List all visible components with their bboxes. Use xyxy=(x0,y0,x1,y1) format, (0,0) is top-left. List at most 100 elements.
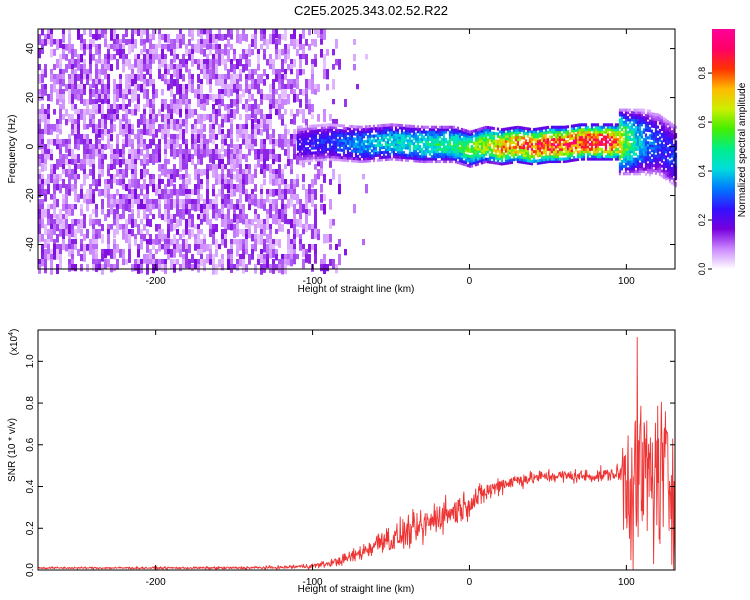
spectrogram-cell xyxy=(408,146,412,150)
spectrogram-cell xyxy=(498,157,502,161)
spectrogram-cell xyxy=(650,141,654,145)
spectrogram-cell xyxy=(62,179,65,188)
spectrogram-cell xyxy=(284,149,287,156)
spectrogram-cell xyxy=(77,224,80,234)
spectrogram-cell xyxy=(628,145,632,149)
spectrogram-cell xyxy=(182,244,185,252)
spectrogram-cell xyxy=(95,89,98,97)
spectrogram-cell xyxy=(134,194,137,204)
spectrogram-cell xyxy=(342,131,346,135)
spectrogram-cell xyxy=(242,89,245,98)
spectrogram-cell xyxy=(173,189,176,196)
spectrogram-cell xyxy=(272,34,275,45)
spectrogram-cell xyxy=(206,99,209,105)
spectrogram-cell xyxy=(428,142,432,146)
spectrogram-cell xyxy=(470,149,474,153)
spectrogram-cell xyxy=(492,126,496,130)
spectrogram-cell xyxy=(654,162,658,166)
spectrogram-cell xyxy=(290,159,293,165)
spectrogram-cell xyxy=(74,174,77,182)
spectrogram-cell xyxy=(278,179,281,187)
spectrogram-cell xyxy=(59,69,62,75)
spectrogram-cell xyxy=(134,159,137,168)
spectrogram-cell xyxy=(350,139,354,143)
spectrogram-cell xyxy=(538,127,542,131)
spectrogram-cell xyxy=(588,157,592,161)
spectrogram-cell xyxy=(197,29,200,37)
spectrogram-cell xyxy=(173,44,176,53)
spectrogram-cell xyxy=(248,229,251,239)
spectrogram-cell xyxy=(176,239,179,245)
spectrogram-cell xyxy=(95,139,98,149)
spectrogram-cell xyxy=(626,125,630,129)
spectrogram-cell xyxy=(194,184,197,192)
spectrogram-cell xyxy=(432,155,436,159)
spectrogram-cell xyxy=(86,99,89,107)
spectrogram-cell xyxy=(368,125,372,129)
spectrogram-cell xyxy=(616,128,620,132)
spectrogram-cell xyxy=(426,142,430,146)
spectrogram-cell xyxy=(596,137,600,142)
spectrogram-cell xyxy=(98,34,101,40)
spectrogram-cell xyxy=(592,150,596,154)
spectrogram-cell xyxy=(462,162,466,166)
spectrogram-cell xyxy=(648,158,652,162)
spectrogram-cell xyxy=(580,152,584,156)
spectrogram-cell xyxy=(257,84,260,95)
spectrogram-cell xyxy=(522,129,526,133)
spectrogram-cell xyxy=(254,224,257,234)
spectrogram-cell xyxy=(236,154,239,161)
spectrogram-cell xyxy=(50,164,53,172)
spectrogram-cell xyxy=(158,204,161,214)
spectrogram-cell xyxy=(614,155,618,159)
spectrogram-cell xyxy=(125,204,128,211)
spectrogram-cell xyxy=(275,169,278,176)
spectrogram-cell xyxy=(248,174,251,184)
spectrogram-cell xyxy=(323,114,326,123)
spectrogram-cell xyxy=(176,204,179,214)
spectrogram-cell xyxy=(562,135,566,139)
spectrogram-cell xyxy=(68,184,71,190)
spectrogram-cell xyxy=(191,229,194,237)
spectrogram-cell xyxy=(80,69,83,75)
spectrogram-cell xyxy=(482,131,486,135)
spectrogram-cell xyxy=(610,145,614,149)
spectrogram-cell xyxy=(618,142,622,146)
spectrogram-cell xyxy=(191,34,194,41)
spectrogram-cell xyxy=(287,64,290,71)
spectrogram-cell xyxy=(74,264,77,272)
spectrogram-cell xyxy=(458,146,462,150)
spectrogram-cell xyxy=(382,123,386,127)
spectrogram-cell xyxy=(161,114,164,123)
spectrogram-cell xyxy=(578,145,582,149)
spectrogram-cell xyxy=(560,128,564,132)
spectrogram-cell xyxy=(548,145,552,149)
spectrogram-cell xyxy=(80,94,83,104)
spectrogram-cell xyxy=(266,74,269,80)
spectrogram-cell xyxy=(260,164,263,173)
spectrogram-cell xyxy=(236,99,239,107)
spectrogram-cell xyxy=(362,174,365,180)
spectrogram-cell xyxy=(400,138,404,142)
spectrogram-cell xyxy=(536,149,540,153)
spectrogram-cell xyxy=(488,160,492,164)
spectrogram-cell xyxy=(600,128,604,132)
spectrogram-cell xyxy=(245,104,248,113)
spectrogram-cell xyxy=(146,214,149,221)
spectrogram-cell xyxy=(161,124,164,132)
spectrogram-cell xyxy=(572,156,576,160)
spectrogram-cell xyxy=(380,151,384,155)
spectrogram-cell xyxy=(432,145,436,149)
spectrogram-cell xyxy=(532,145,536,149)
spectrogram-cell xyxy=(59,174,62,182)
spectrogram-cell xyxy=(320,126,324,130)
spectrogram-cell xyxy=(376,126,380,130)
spectrogram-cell xyxy=(556,152,560,156)
spectrogram-cell xyxy=(500,145,504,149)
spectrogram-cell xyxy=(618,123,622,127)
spectrogram-cell xyxy=(504,137,508,141)
spectrogram-cell xyxy=(420,137,424,141)
spectrogram-cell xyxy=(522,146,526,150)
spectrogram-cell xyxy=(502,147,506,151)
spectrogram-cell xyxy=(311,244,314,251)
